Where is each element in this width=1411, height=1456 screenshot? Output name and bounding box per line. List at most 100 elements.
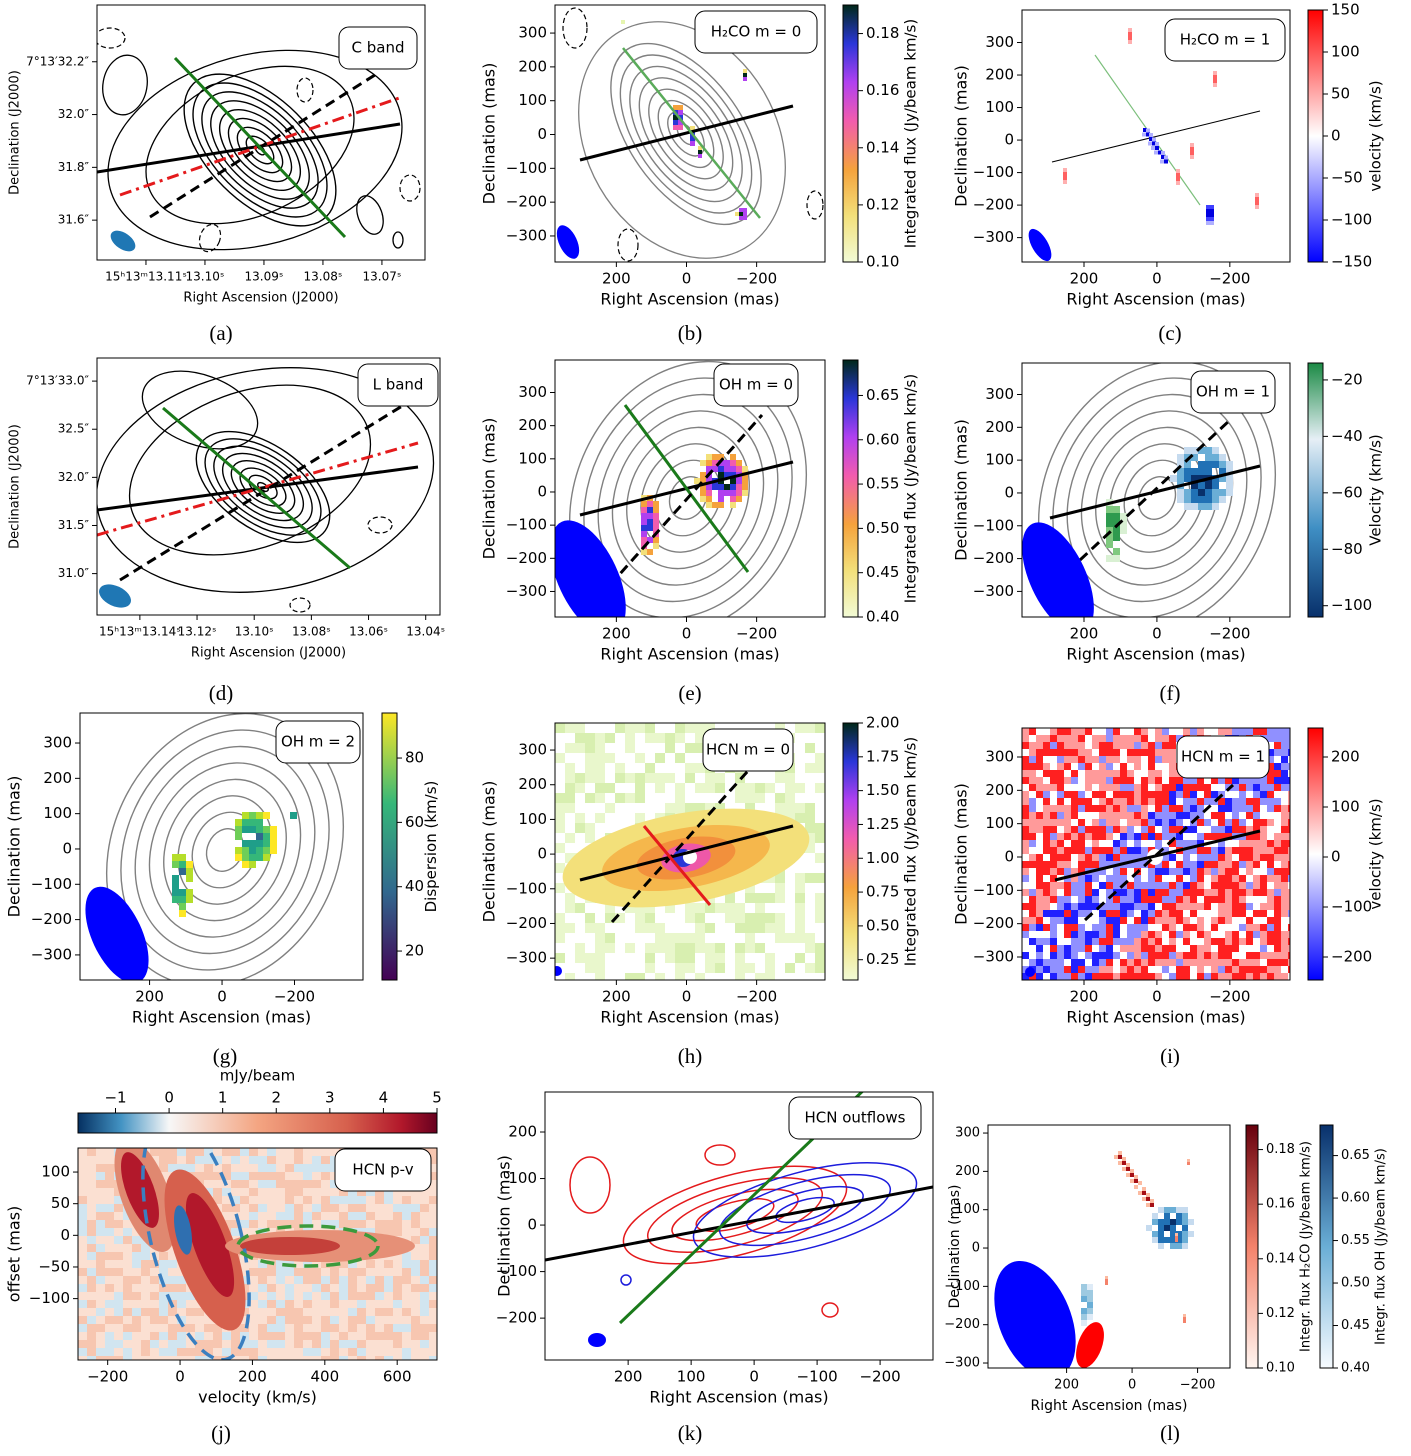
pixel <box>1288 812 1290 819</box>
pixel <box>1169 735 1176 742</box>
pixel <box>755 893 765 903</box>
pixel <box>1155 896 1162 903</box>
pixel <box>258 1356 267 1360</box>
pixel <box>1183 798 1190 805</box>
colorbar-tick-label: 200 <box>1331 748 1360 766</box>
pixel <box>1212 482 1219 489</box>
pixel <box>402 1212 411 1220</box>
pixel <box>1092 973 1099 980</box>
pixel <box>294 1292 303 1300</box>
pixel <box>1281 847 1288 854</box>
pixel <box>1120 966 1127 973</box>
y-tick-label: −100 <box>973 881 1014 899</box>
pixel <box>1162 749 1169 756</box>
pixel <box>96 1228 105 1236</box>
panel-caption: (k) <box>678 1421 703 1445</box>
pixel <box>213 1324 222 1332</box>
annotation-box <box>334 1148 432 1192</box>
pixel <box>1281 756 1288 763</box>
pixel <box>303 1196 312 1204</box>
x-tick-label: 0 <box>1152 270 1162 288</box>
pixel <box>1246 798 1253 805</box>
pixel <box>1085 931 1092 938</box>
pixel <box>1078 854 1085 861</box>
pixel <box>1141 805 1148 812</box>
pixel <box>1267 840 1274 847</box>
pixel <box>1106 854 1113 861</box>
pixel <box>429 1348 437 1356</box>
pixel <box>1190 861 1197 868</box>
pixel <box>1182 1225 1188 1231</box>
pixel <box>1085 896 1092 903</box>
pixel <box>411 1300 420 1308</box>
pixel <box>321 1316 330 1324</box>
pixel <box>267 1164 276 1172</box>
pixel <box>1288 826 1290 833</box>
pixel <box>429 1204 437 1212</box>
pixel <box>276 1300 285 1308</box>
pixel <box>177 1300 186 1308</box>
pixel <box>1078 791 1085 798</box>
pixel <box>1138 1191 1142 1195</box>
pixel <box>1057 959 1064 966</box>
y-tick-label: 300 <box>518 383 547 401</box>
pixel <box>411 1268 420 1276</box>
pixel <box>150 1260 159 1268</box>
annotation: C band <box>352 39 405 57</box>
pixel <box>1120 520 1127 527</box>
pixel <box>690 136 695 141</box>
pixel <box>1260 924 1267 931</box>
pixel <box>1155 770 1162 777</box>
y-axis-label: Declination (mas) <box>480 63 499 205</box>
pixel <box>249 1324 258 1332</box>
pixel <box>795 933 805 943</box>
colorbar-tick-label: 50 <box>1331 85 1350 103</box>
pixel <box>1036 959 1043 966</box>
pixel <box>1225 875 1232 882</box>
pixel <box>1161 151 1165 155</box>
pixel <box>78 1348 87 1356</box>
pixel <box>1036 742 1043 749</box>
pixel <box>258 1148 267 1156</box>
pixel <box>1092 826 1099 833</box>
pixel <box>718 490 724 496</box>
pixel <box>1036 910 1043 917</box>
pixel <box>1022 931 1029 938</box>
pixel <box>705 943 715 953</box>
pixel <box>685 903 695 913</box>
pixel <box>1106 728 1113 735</box>
pixel <box>730 460 736 466</box>
pixel <box>114 1324 123 1332</box>
panel-caption: (h) <box>678 1044 703 1068</box>
pixel <box>1197 819 1204 826</box>
pixel <box>96 1156 105 1164</box>
pixel <box>1099 847 1106 854</box>
pixel <box>718 472 724 478</box>
pixel <box>168 1244 177 1252</box>
pixel <box>605 783 615 793</box>
colorbar-tick-label: −40 <box>1331 427 1363 445</box>
pixel <box>1218 875 1225 882</box>
overlay-line <box>579 824 794 882</box>
pixel <box>695 933 705 943</box>
pixel <box>1064 728 1071 735</box>
pixel <box>256 840 263 847</box>
pixel <box>285 1156 294 1164</box>
pixel <box>159 1148 168 1156</box>
pixel <box>1239 924 1246 931</box>
pixel <box>1281 896 1288 903</box>
pixel <box>1043 770 1050 777</box>
pixel <box>1218 945 1225 952</box>
pixel <box>653 501 659 507</box>
pixel <box>1211 952 1218 959</box>
pixel <box>270 833 277 840</box>
pixel <box>411 1292 420 1300</box>
pixel <box>132 1324 141 1332</box>
pixel <box>177 1308 186 1316</box>
pixel <box>1232 945 1239 952</box>
pixel <box>615 773 625 783</box>
pixel <box>1175 1239 1178 1242</box>
pixel <box>1239 840 1246 847</box>
y-tick-label: 300 <box>985 385 1014 403</box>
pixel <box>1050 854 1057 861</box>
